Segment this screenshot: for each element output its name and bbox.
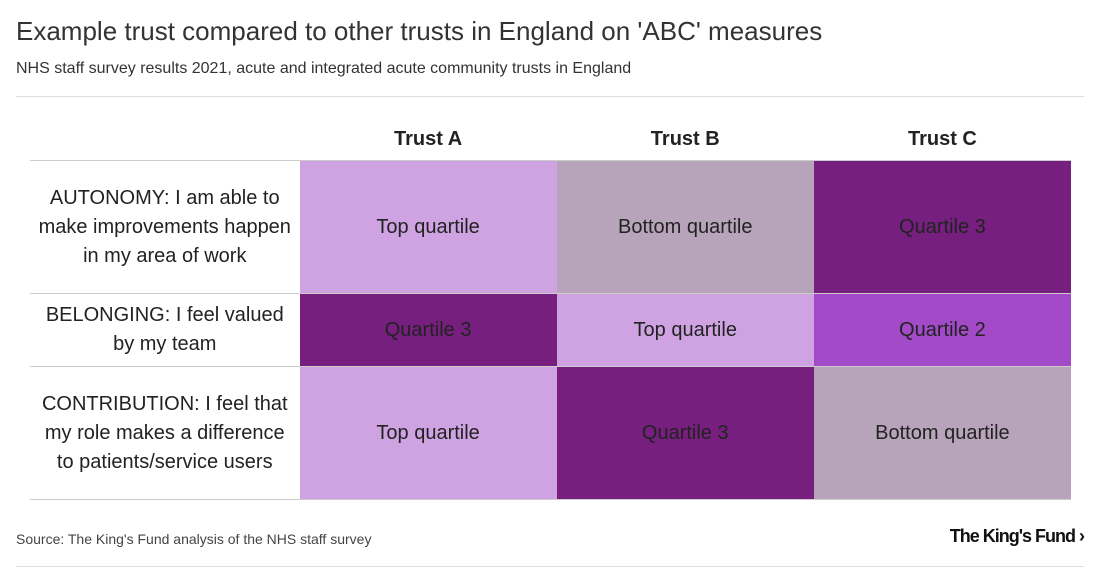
heatmap-row: BELONGING: I feel valued by my team Quart…	[30, 293, 1071, 367]
heatmap-cell: Quartile 2	[813, 293, 1071, 367]
heatmap-cell: Top quartile	[556, 293, 814, 367]
row-label: AUTONOMY: I am able to make improvements…	[30, 160, 300, 294]
column-header: Trust A	[394, 127, 463, 150]
divider	[16, 96, 1084, 97]
heatmap-table: Trust A Trust B Trust C AUTONOMY: I am abl…	[30, 118, 1071, 500]
heatmap-cell: Top quartile	[299, 160, 557, 294]
kings-fund-logo: The King's Fund ›	[949, 526, 1085, 546]
heatmap-cell: Quartile 3	[813, 160, 1071, 294]
chart-subtitle: NHS staff survey results 2021, acute and…	[16, 60, 632, 77]
heatmap-row: CONTRIBUTION: I feel that my role makes …	[30, 366, 1071, 500]
corner	[30, 118, 300, 161]
chart-title: Example trust compared to other trusts i…	[16, 16, 823, 46]
column-header: Trust B	[650, 127, 720, 150]
row-label: CONTRIBUTION: I feel that my role makes …	[30, 366, 300, 500]
source-note: Source: The King's Fund analysis of the …	[16, 531, 372, 547]
column-header: Trust C	[907, 127, 977, 150]
heatmap-cell: Bottom quartile	[813, 366, 1071, 500]
heatmap-cell: Quartile 3	[556, 366, 814, 500]
heatmap-cell: Top quartile	[299, 366, 557, 500]
heatmap-row: AUTONOMY: I am able to make improvements…	[30, 160, 1071, 294]
row-label: BELONGING: I feel valued by my team	[30, 293, 300, 367]
heatmap-cell: Quartile 3	[299, 293, 557, 367]
divider	[16, 566, 1084, 567]
heatmap-cell: Bottom quartile	[556, 160, 814, 294]
